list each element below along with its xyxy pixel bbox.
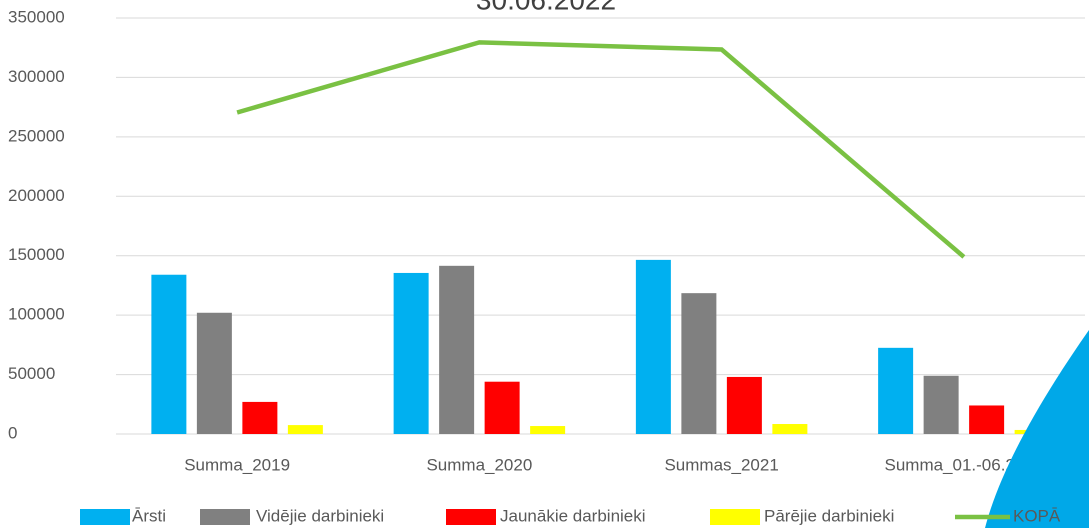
y-tick-label: 350000 xyxy=(8,7,65,26)
legend-swatch xyxy=(80,509,130,525)
line xyxy=(236,40,966,259)
legend-label: Vidējie darbinieki xyxy=(256,506,384,525)
x-tick-label: Summa_2019 xyxy=(184,455,290,474)
bar xyxy=(439,265,475,434)
y-tick-label: 300000 xyxy=(8,67,65,86)
bar xyxy=(287,425,323,434)
bar xyxy=(726,376,762,434)
chart-title: 30.06.2022 xyxy=(476,0,616,15)
legend-label: Jaunākie darbinieki xyxy=(500,506,646,525)
legend-swatch xyxy=(200,509,250,525)
bar xyxy=(530,426,566,434)
x-tick-label: Summa_2020 xyxy=(426,455,532,474)
bar xyxy=(151,274,187,434)
x-tick-label: Summa_01.-06.2022 xyxy=(884,455,1043,474)
bar xyxy=(923,375,959,434)
x-tick-label: Summas_2021 xyxy=(664,455,778,474)
legend-swatch xyxy=(446,509,496,525)
bar xyxy=(969,405,1005,434)
bar xyxy=(635,259,671,434)
y-tick-label: 250000 xyxy=(8,126,65,145)
bar xyxy=(196,312,232,434)
bar xyxy=(878,347,914,434)
bar xyxy=(393,272,429,434)
decoration xyxy=(985,330,1089,528)
legend-label: Ārsti xyxy=(132,506,166,525)
y-tick-label: 200000 xyxy=(8,186,65,205)
y-tick-label: 150000 xyxy=(8,245,65,264)
bar xyxy=(484,381,520,434)
y-tick-label: 100000 xyxy=(8,305,65,324)
legend-label: Pārējie darbinieki xyxy=(764,506,894,525)
bar xyxy=(681,293,717,434)
legend-label: KOPĀ xyxy=(1013,506,1061,525)
legend-swatch xyxy=(710,509,760,525)
y-tick-label: 50000 xyxy=(8,364,55,383)
plot-area: 0 50000 100000 150000 200000 250000 300000 3500… xyxy=(8,7,1085,474)
bar xyxy=(772,424,808,434)
bar xyxy=(242,401,278,434)
y-tick-label: 0 xyxy=(8,423,17,442)
legend: Ārsti Vidējie darbinieki Jaunākie darbinie… xyxy=(80,506,1061,525)
